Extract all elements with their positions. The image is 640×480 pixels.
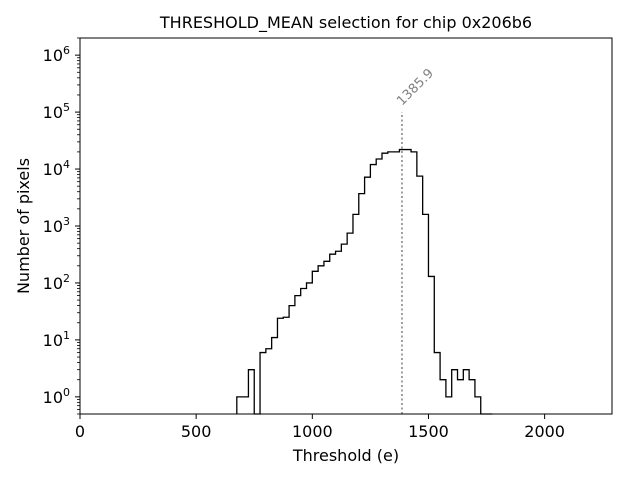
x-tick-label: 0 [75, 422, 85, 441]
y-tick-label: 100 [43, 386, 70, 407]
histogram-bar [283, 317, 289, 414]
histogram-bar [428, 276, 434, 414]
histogram-bar [330, 254, 336, 414]
histogram-bar [295, 296, 301, 414]
histogram-bar [324, 261, 330, 414]
histogram-bar [423, 214, 429, 414]
histogram-bar [382, 153, 388, 414]
histogram-bar [440, 380, 446, 414]
histogram-bar [394, 152, 400, 414]
histogram-bar [353, 214, 359, 414]
histogram-bar [405, 150, 411, 414]
histogram-bar [475, 397, 481, 414]
histogram-bar [312, 271, 318, 414]
histogram-bar [452, 370, 458, 414]
x-axis-label: Threshold (e) [292, 446, 399, 465]
histogram-bar [359, 194, 365, 414]
histogram-bar [469, 380, 475, 414]
histogram-bar [289, 306, 295, 414]
histogram-bar [301, 288, 307, 414]
histogram-bar [446, 397, 452, 414]
y-axis-label: Number of pixels [14, 158, 33, 294]
histogram-bar [463, 370, 469, 414]
histogram-bar [318, 266, 324, 414]
histogram-bar [277, 318, 283, 414]
histogram-bar [417, 176, 423, 414]
histogram-bar [260, 353, 266, 414]
histogram-bar [376, 159, 382, 414]
histogram-bar [237, 397, 243, 414]
histogram-bar [347, 233, 353, 414]
histogram-bar [365, 177, 371, 414]
histogram-bar [458, 380, 464, 414]
y-tick-label: 101 [43, 329, 70, 350]
histogram-bar [307, 283, 313, 414]
histogram-bar [272, 338, 278, 414]
chart-title: THRESHOLD_MEAN selection for chip 0x206b… [159, 13, 532, 33]
histogram-bar [243, 397, 249, 414]
y-tick-label: 103 [43, 215, 70, 236]
histogram-bar [434, 353, 440, 414]
histogram-bar [336, 251, 342, 414]
x-tick-label: 1000 [292, 422, 333, 441]
histogram-bar [388, 152, 394, 414]
histogram-bar [266, 349, 272, 414]
x-tick-label: 1500 [408, 422, 449, 441]
x-tick-label: 500 [181, 422, 212, 441]
histogram-bar [341, 244, 347, 414]
y-tick-label: 102 [43, 272, 70, 293]
y-tick-label: 106 [43, 44, 70, 65]
y-tick-label: 105 [43, 101, 70, 122]
x-tick-label: 2000 [524, 422, 565, 441]
threshold-marker-label: 1385.9 [394, 66, 437, 109]
histogram-bar [248, 370, 254, 414]
histogram-bar [370, 165, 376, 414]
histogram-bar [411, 152, 417, 414]
histogram-outline [236, 148, 493, 415]
y-tick-label: 104 [43, 158, 70, 179]
